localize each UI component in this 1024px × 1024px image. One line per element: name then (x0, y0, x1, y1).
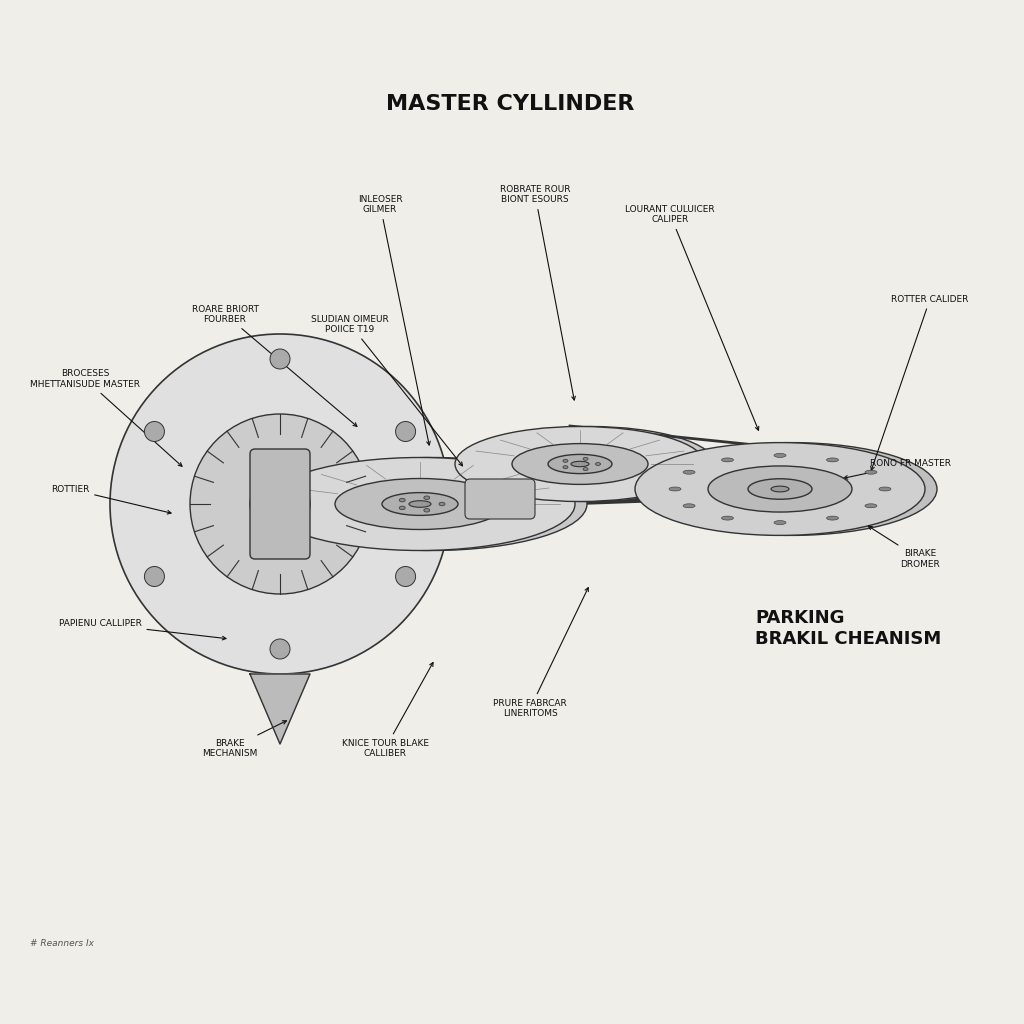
Circle shape (190, 414, 370, 594)
Ellipse shape (669, 487, 681, 490)
Ellipse shape (865, 470, 877, 474)
Text: KNICE TOUR BLAKE
CALLIBER: KNICE TOUR BLAKE CALLIBER (341, 663, 433, 759)
Ellipse shape (278, 458, 587, 551)
Circle shape (144, 566, 165, 587)
Text: RONO FR MASTER: RONO FR MASTER (844, 460, 950, 479)
Ellipse shape (722, 516, 733, 520)
Ellipse shape (335, 478, 505, 529)
Text: MASTER CYLLINDER: MASTER CYLLINDER (386, 94, 634, 114)
Text: INLEOSER
GILMER: INLEOSER GILMER (357, 195, 430, 445)
Text: BIRAKE
DROMER: BIRAKE DROMER (868, 526, 940, 568)
Text: PAPIENU CALLIPER: PAPIENU CALLIPER (58, 620, 226, 640)
Ellipse shape (879, 487, 891, 490)
Circle shape (270, 349, 290, 369)
Ellipse shape (826, 458, 839, 462)
Ellipse shape (774, 520, 786, 524)
Ellipse shape (399, 499, 406, 502)
Ellipse shape (708, 466, 852, 512)
Ellipse shape (583, 468, 588, 471)
Ellipse shape (683, 504, 695, 508)
Text: LOURANT CULUICER
CALIPER: LOURANT CULUICER CALIPER (626, 205, 759, 430)
FancyBboxPatch shape (465, 479, 535, 519)
Circle shape (270, 639, 290, 659)
Text: # Reanners Ix: # Reanners Ix (30, 939, 94, 948)
Ellipse shape (826, 516, 839, 520)
Ellipse shape (563, 466, 568, 469)
Text: BROCESES
MHETTANISUDE MASTER: BROCESES MHETTANISUDE MASTER (30, 370, 182, 466)
Ellipse shape (571, 461, 589, 467)
Ellipse shape (683, 470, 695, 474)
Circle shape (395, 566, 416, 587)
Ellipse shape (635, 442, 925, 536)
Ellipse shape (865, 504, 877, 508)
Ellipse shape (722, 458, 733, 462)
Ellipse shape (382, 493, 458, 515)
Ellipse shape (647, 442, 937, 536)
Ellipse shape (439, 502, 445, 506)
Ellipse shape (583, 458, 588, 461)
Ellipse shape (465, 427, 715, 502)
Polygon shape (250, 674, 310, 744)
Ellipse shape (596, 463, 600, 466)
Circle shape (110, 334, 450, 674)
Ellipse shape (512, 443, 648, 484)
Text: ROBRATE ROUR
BIONT ESOURS: ROBRATE ROUR BIONT ESOURS (500, 184, 575, 400)
Circle shape (250, 474, 310, 534)
Text: SLUDIAN OIMEUR
POIICE T19: SLUDIAN OIMEUR POIICE T19 (311, 314, 463, 466)
Ellipse shape (399, 506, 406, 510)
Ellipse shape (424, 509, 430, 512)
Text: BRAKE
MECHANISM: BRAKE MECHANISM (203, 721, 287, 759)
Text: PRURE FABRCAR
LINERITOMS: PRURE FABRCAR LINERITOMS (494, 588, 589, 719)
Text: ROTTIER: ROTTIER (51, 484, 171, 514)
Ellipse shape (771, 486, 790, 492)
Text: ROARE BRIORT
FOURBER: ROARE BRIORT FOURBER (191, 304, 357, 426)
Ellipse shape (409, 501, 431, 507)
Circle shape (395, 422, 416, 441)
Ellipse shape (563, 460, 568, 462)
FancyBboxPatch shape (250, 449, 310, 559)
Ellipse shape (548, 455, 612, 473)
Ellipse shape (774, 454, 786, 458)
Text: ROTTER CALIDER: ROTTER CALIDER (870, 295, 969, 470)
Text: PARKING
BRAKIL CHEANISM: PARKING BRAKIL CHEANISM (755, 609, 941, 648)
Ellipse shape (265, 458, 575, 551)
Circle shape (144, 422, 165, 441)
Ellipse shape (424, 496, 430, 500)
Ellipse shape (748, 479, 812, 500)
Ellipse shape (455, 427, 705, 502)
